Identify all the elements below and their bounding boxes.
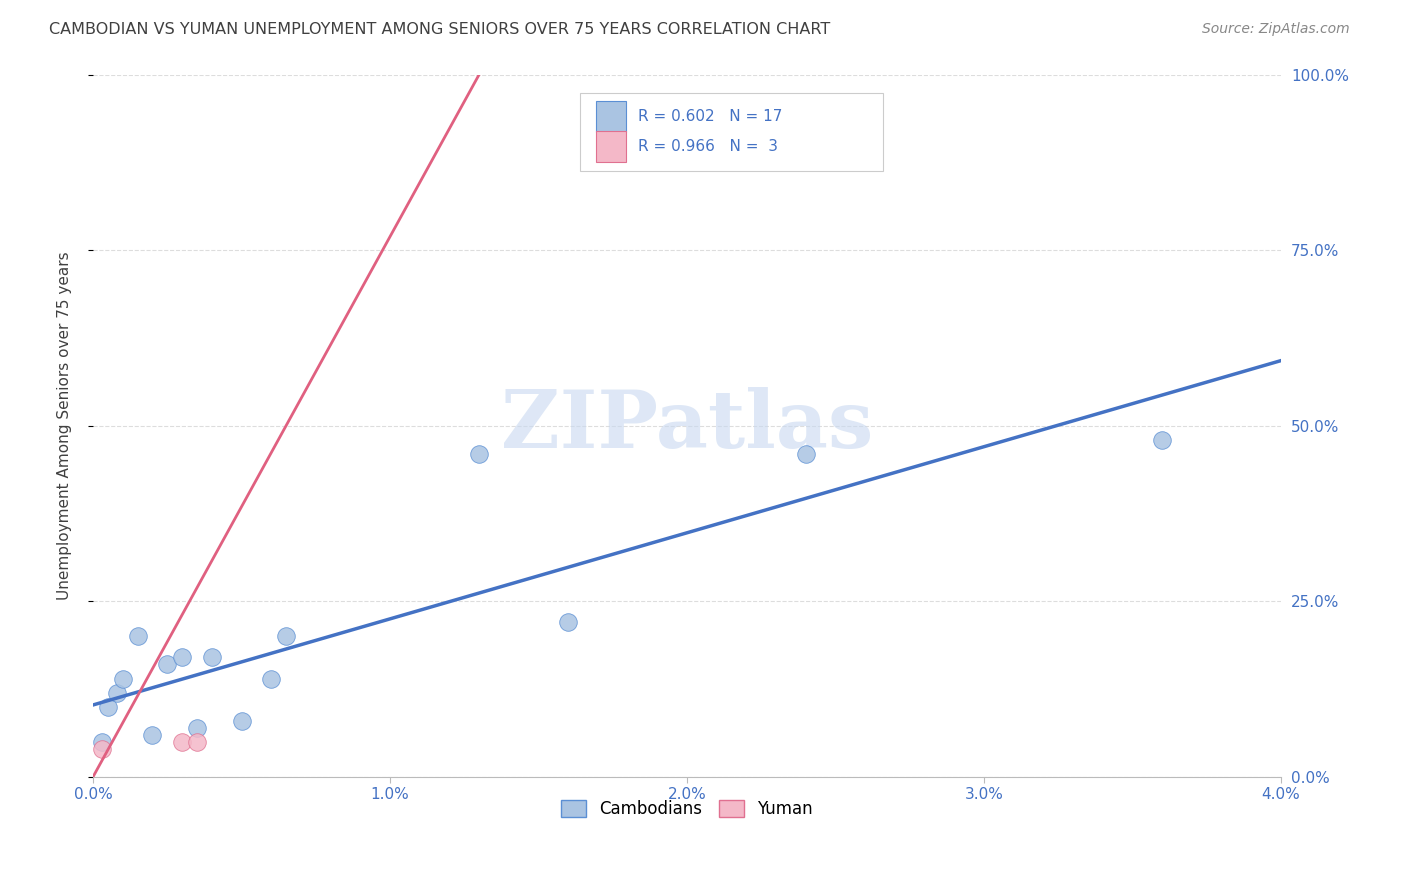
Legend: Cambodians, Yuman: Cambodians, Yuman bbox=[554, 793, 820, 825]
Point bbox=[172, 650, 194, 665]
Point bbox=[141, 728, 163, 742]
Y-axis label: Unemployment Among Seniors over 75 years: Unemployment Among Seniors over 75 years bbox=[58, 252, 72, 600]
Text: ZIPatlas: ZIPatlas bbox=[501, 387, 873, 465]
Point bbox=[111, 672, 134, 686]
Point bbox=[172, 735, 194, 749]
Text: R = 0.602   N = 17: R = 0.602 N = 17 bbox=[638, 109, 783, 124]
Point bbox=[260, 672, 283, 686]
Point bbox=[97, 699, 120, 714]
FancyBboxPatch shape bbox=[596, 101, 627, 132]
Point bbox=[557, 615, 579, 630]
Point bbox=[231, 714, 253, 728]
Point bbox=[127, 629, 149, 643]
Point bbox=[90, 741, 112, 756]
Point bbox=[794, 447, 817, 461]
FancyBboxPatch shape bbox=[581, 94, 883, 170]
Text: CAMBODIAN VS YUMAN UNEMPLOYMENT AMONG SENIORS OVER 75 YEARS CORRELATION CHART: CAMBODIAN VS YUMAN UNEMPLOYMENT AMONG SE… bbox=[49, 22, 831, 37]
Point bbox=[90, 735, 112, 749]
Point bbox=[274, 629, 297, 643]
Point bbox=[186, 735, 208, 749]
Point bbox=[186, 721, 208, 735]
Text: R = 0.966   N =  3: R = 0.966 N = 3 bbox=[638, 138, 779, 153]
Point bbox=[156, 657, 179, 672]
FancyBboxPatch shape bbox=[596, 131, 627, 161]
Point bbox=[105, 685, 128, 699]
Point bbox=[468, 447, 491, 461]
Point bbox=[201, 650, 224, 665]
Text: Source: ZipAtlas.com: Source: ZipAtlas.com bbox=[1202, 22, 1350, 37]
Point bbox=[1152, 433, 1174, 447]
